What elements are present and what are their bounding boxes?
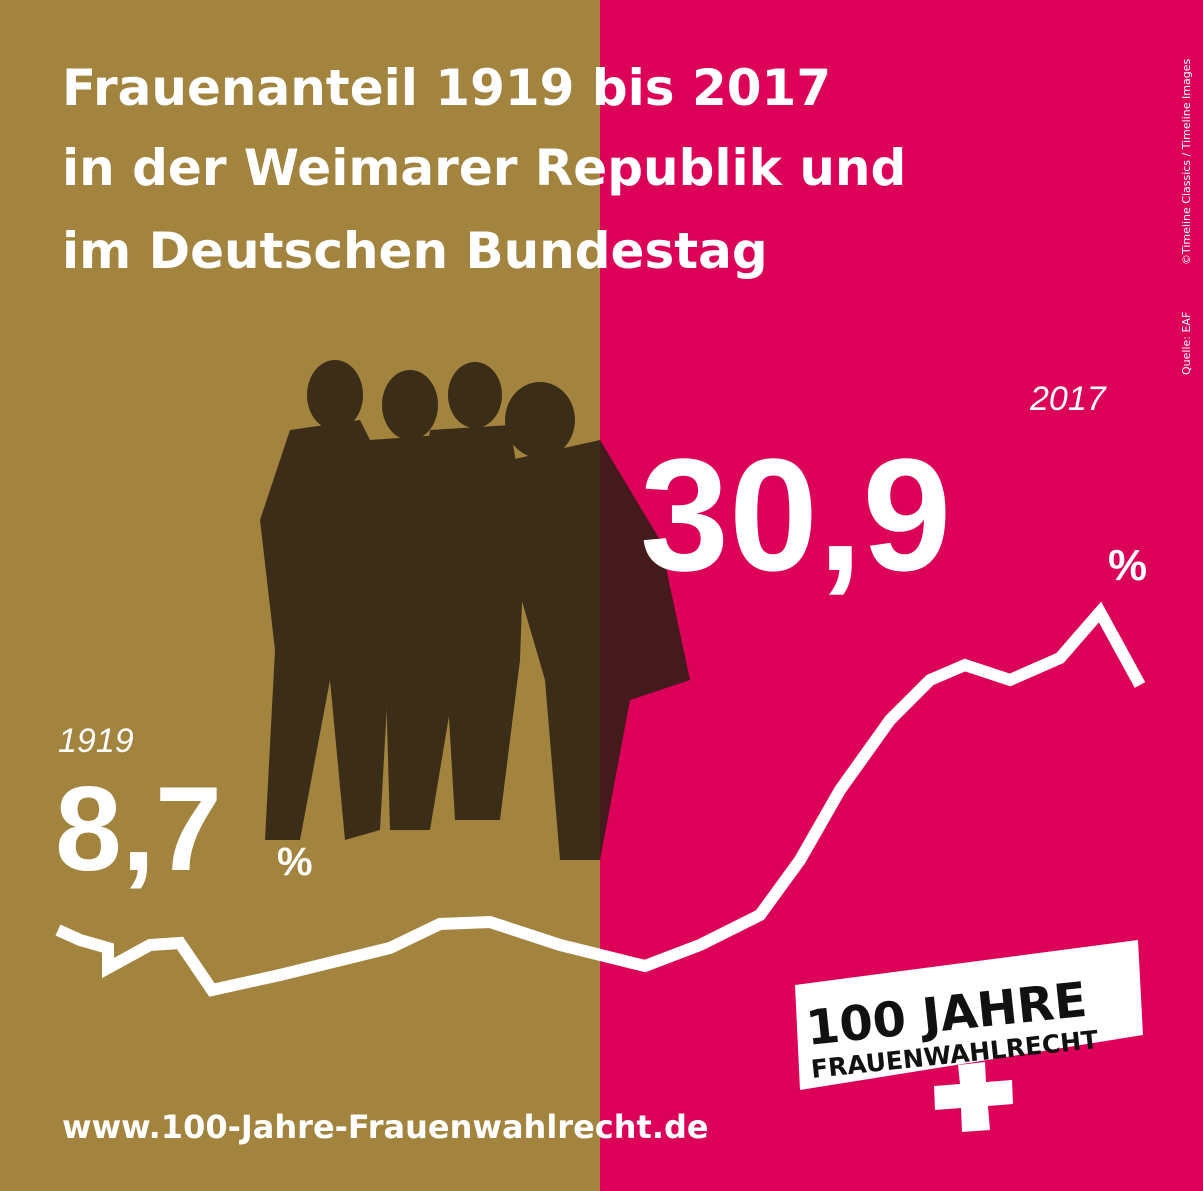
footer-url: www.100-Jahre-Frauenwahlrecht.de bbox=[62, 1108, 709, 1146]
end-unit: % bbox=[1108, 541, 1147, 590]
trend-line bbox=[55, 601, 1146, 997]
logo-cross bbox=[934, 1062, 1013, 1132]
end-value: 30,9 bbox=[640, 425, 951, 604]
start-value: 8,7 bbox=[55, 762, 222, 896]
logo: 100 JAHRE FRAUENWAHLRECHT bbox=[795, 940, 1143, 1132]
photo-credit: ©Timeline Classics / Timeline Images bbox=[1180, 59, 1193, 265]
source-credit: Quelle: EAF bbox=[1180, 312, 1193, 375]
title-line: in der Weimarer Republik und bbox=[62, 139, 906, 197]
photo bbox=[260, 360, 690, 860]
title-line: Frauenanteil 1919 bis 2017 bbox=[62, 59, 831, 117]
logo-plate bbox=[795, 940, 1143, 1090]
end-year: 2017 bbox=[1029, 380, 1107, 418]
start-year: 1919 bbox=[58, 722, 134, 760]
start-unit: % bbox=[277, 840, 313, 884]
title-line: im Deutschen Bundestag bbox=[62, 222, 768, 280]
